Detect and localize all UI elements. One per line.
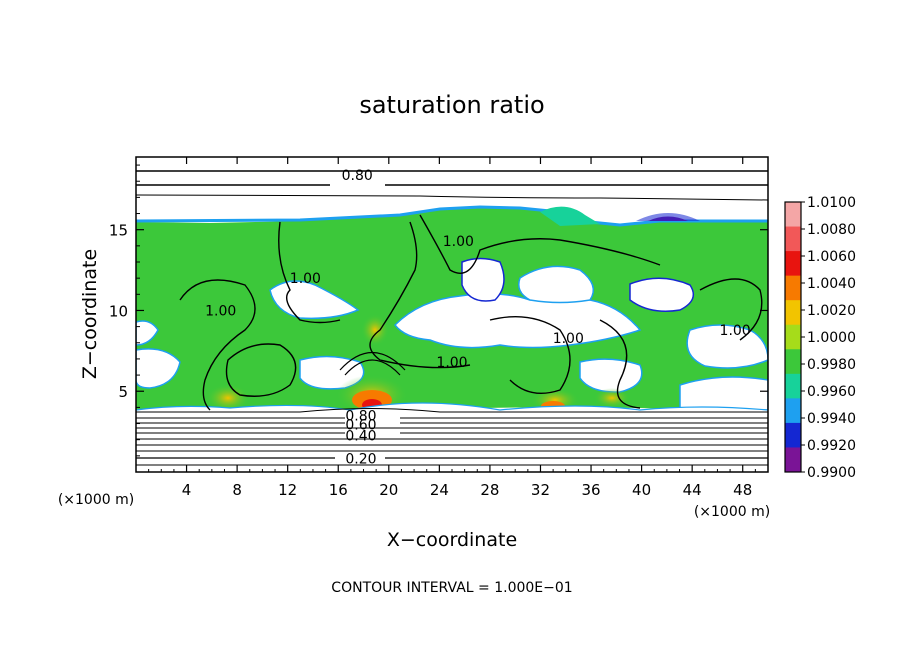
colorbar-swatch (785, 251, 801, 277)
x-tick-marks (148, 157, 756, 472)
colorbar-label: 1.0040 (807, 276, 856, 292)
colorbar-label: 1.0080 (807, 222, 856, 238)
y-tick-label: 5 (118, 383, 128, 401)
x-tick-label: 16 (329, 481, 348, 499)
x-tick-label: 12 (278, 481, 297, 499)
colorbar-label: 1.0000 (807, 330, 856, 346)
colorbar-swatch (785, 373, 801, 399)
x-tick-label: 4 (182, 481, 192, 499)
contour-label: 1.00 (720, 323, 751, 339)
x-tick-label: 28 (480, 481, 499, 499)
colorbar-label: 0.9940 (807, 411, 856, 427)
plot-area: 0.801.001.001.001.001.001.000.800.600.40… (135, 156, 769, 473)
colorbar-label: 1.0060 (807, 249, 856, 265)
colorbar-swatch (785, 202, 801, 228)
colorbar-swatch (785, 324, 801, 350)
contour-lines (136, 170, 768, 466)
y-tick-label: 10 (109, 302, 128, 320)
contour-interval-note: CONTOUR INTERVAL = 1.000E−01 (331, 580, 572, 596)
colorbar-swatch (785, 447, 801, 473)
x-axis-unit: (×1000 m) (694, 504, 770, 520)
x-tick-label: 44 (683, 481, 702, 499)
contour-label: 0.80 (345, 408, 376, 424)
colorbar-label: 0.9960 (807, 384, 856, 400)
colorbar: 1.0100 1.0080 1.0060 1.0040 1.0020 1.0000 0.99… (784, 195, 856, 481)
colorbar-label: 1.0020 (807, 303, 856, 319)
chart-title: saturation ratio (359, 91, 544, 119)
contour-label: 0.60 (345, 417, 376, 433)
colorbar-swatch (785, 422, 801, 448)
contour-label: 0.40 (345, 429, 376, 445)
y-tick-label: 15 (109, 222, 128, 240)
z-axis-unit: (×1000 m) (58, 492, 134, 508)
contour-label: 1.00 (553, 331, 584, 347)
x-tick-label: 8 (232, 481, 242, 499)
colorbar-swatch (785, 349, 801, 375)
colorbar-swatch (785, 300, 801, 326)
x-axis-label: X−coordinate (387, 529, 517, 551)
contour-label: 1.00 (205, 303, 236, 319)
x-tick-label: 36 (581, 481, 600, 499)
y-axis-label: Z−coordinate (79, 249, 101, 379)
y-tick-labels: 5 10 15 (109, 222, 128, 402)
colorbar-label: 0.9980 (807, 357, 856, 373)
x-tick-label: 40 (632, 481, 651, 499)
x-tick-label: 48 (733, 481, 752, 499)
contour-labels: 0.801.001.001.001.001.001.000.800.600.40… (205, 168, 751, 468)
y-tick-marks (136, 164, 768, 457)
contour-label: 0.80 (342, 168, 373, 184)
colorbar-swatch (785, 275, 801, 301)
contour-label: 0.20 (345, 451, 376, 467)
colorbar-label: 0.9900 (807, 465, 856, 481)
x-tick-labels: 4 8 12 16 20 24 28 32 36 40 44 48 (182, 481, 752, 499)
colorbar-swatch (785, 398, 801, 424)
colorbar-label: 0.9920 (807, 438, 856, 454)
x-tick-label: 24 (430, 481, 449, 499)
colorbar-label: 1.0100 (807, 195, 856, 211)
contour-label: 1.00 (290, 271, 321, 287)
x-tick-label: 32 (531, 481, 550, 499)
contour-label: 1.00 (436, 355, 467, 371)
colorbar-swatch (785, 226, 801, 252)
x-tick-label: 20 (379, 481, 398, 499)
contour-label: 1.00 (443, 234, 474, 250)
